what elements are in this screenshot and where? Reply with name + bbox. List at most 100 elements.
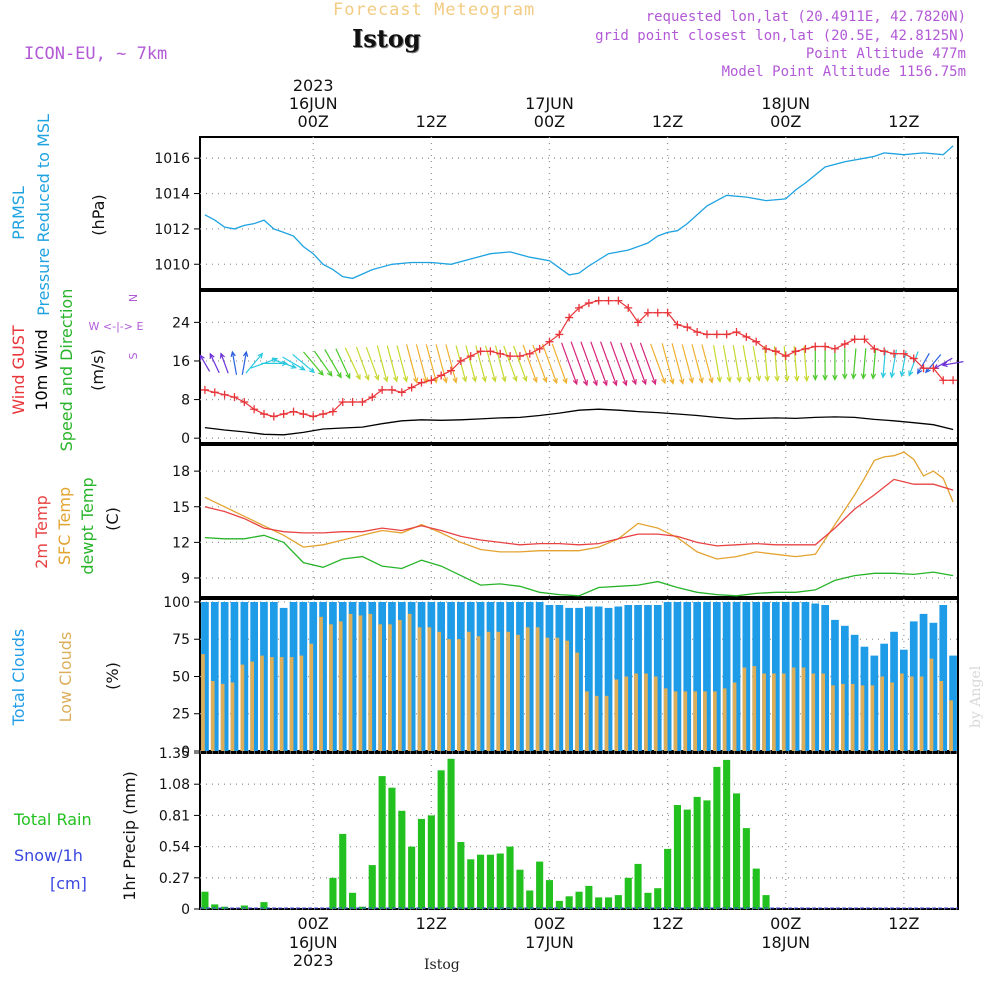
wind-direction-arrow	[862, 348, 867, 379]
wind-arrow-head	[522, 375, 528, 383]
total-cloud-bar	[240, 602, 249, 751]
wind-direction-arrow	[199, 354, 211, 372]
pressure-label-msl: Pressure Reduced to MSL	[34, 114, 53, 316]
rain-bar	[457, 842, 465, 909]
temp-label-2m: 2m Temp	[32, 495, 51, 569]
rain-bar	[496, 853, 504, 909]
wind-arrow-head	[641, 378, 647, 386]
total-cloud-bar	[210, 602, 219, 751]
gust-marker	[447, 366, 456, 375]
rain-bar	[624, 877, 632, 909]
total-cloud-bar	[358, 602, 367, 751]
y-tick-label-clouds: 0	[181, 744, 190, 760]
low-cloud-bar	[329, 624, 333, 751]
wind-arrow-head	[651, 378, 657, 386]
total-cloud-bar	[821, 605, 829, 751]
wind-direction-arrow	[292, 353, 315, 373]
bottom-date-label: 18JUN	[761, 933, 810, 952]
low-cloud-bar	[457, 639, 461, 751]
wind-arrow-head	[860, 373, 867, 380]
wind-direction-arrow	[639, 342, 656, 385]
wind-direction-arrow	[713, 345, 721, 382]
wind-arrow-head	[281, 360, 288, 367]
total-cloud-bar	[368, 602, 377, 751]
low-cloud-bar	[565, 640, 569, 751]
wind-arrow-head	[851, 373, 857, 380]
gust-marker	[545, 337, 554, 346]
total-cloud-bar	[742, 602, 751, 751]
gust-marker	[811, 342, 820, 351]
point-altitude: Point Altitude 477m	[805, 46, 966, 62]
rain-bar	[486, 854, 494, 909]
total-cloud-bar	[722, 602, 731, 751]
gust-marker	[624, 303, 633, 312]
top-time-label: 12Z	[888, 112, 919, 131]
low-cloud-bar	[240, 664, 245, 751]
wind-direction-arrow	[271, 358, 296, 369]
low-cloud-bar	[742, 667, 747, 751]
total-cloud-bar	[614, 606, 623, 751]
gust-marker	[939, 376, 948, 385]
location-name: Istog	[352, 24, 421, 53]
rain-bar	[664, 848, 672, 909]
temp-label-dewpt: dewpt Temp	[78, 477, 97, 574]
gust-marker	[397, 388, 406, 397]
wind-arrow-head	[345, 373, 351, 380]
low-cloud-bar	[841, 683, 845, 751]
rain-bar	[644, 892, 652, 909]
gust-marker	[614, 296, 623, 305]
low-cloud-bar	[772, 673, 776, 751]
rain-bar	[703, 800, 711, 909]
meteogram-title: Forecast Meteogram	[333, 0, 536, 20]
wind-direction-arrow	[917, 353, 930, 374]
gust-marker	[919, 364, 928, 373]
total-cloud-bar	[909, 621, 918, 751]
total-cloud-bar	[250, 602, 258, 751]
rain-bar	[368, 865, 376, 909]
total-cloud-bar	[703, 602, 711, 751]
low-cloud-bar	[880, 676, 884, 751]
low-cloud-bar	[210, 681, 215, 751]
wind-arrow-head	[442, 377, 448, 384]
wind-direction-arrow	[561, 342, 578, 385]
low-cloud-bar	[299, 655, 304, 751]
gust-marker	[240, 397, 249, 406]
rain-bar	[752, 868, 760, 909]
rain-bar	[614, 895, 622, 909]
total-cloud-bar	[329, 602, 337, 751]
y-tick-label-temperature: 18	[172, 464, 190, 480]
wind-label-10m: 10m Wind	[32, 329, 51, 410]
wind-direction-arrow	[763, 346, 769, 381]
gust-marker	[771, 347, 780, 356]
wind-arrow-head	[413, 377, 419, 384]
temp-label-sfc: SFC Temp	[55, 487, 74, 565]
wind-arrow-head	[688, 377, 694, 384]
low-cloud-bar	[279, 657, 284, 751]
direction-legend: W <-|-> E	[89, 320, 144, 333]
gust-marker	[663, 308, 672, 317]
low-cloud-bar	[585, 691, 589, 751]
low-cloud-bar	[358, 615, 363, 751]
y-tick-label-wind: 24	[172, 315, 190, 331]
bottom-time-label: 00Z	[770, 914, 801, 933]
total-cloud-bar	[772, 602, 780, 751]
low-cloud-bar	[309, 643, 314, 751]
total-cloud-bar	[535, 602, 544, 751]
wind-arrow-head	[209, 352, 215, 359]
gust-marker	[269, 412, 278, 421]
wind-direction-arrow	[732, 345, 741, 382]
low-cloud-bar	[417, 627, 422, 751]
wind-direction-arrow	[220, 353, 229, 374]
wind-direction-arrow	[365, 346, 379, 380]
low-cloud-bar	[270, 657, 274, 751]
wind-direction-arrow	[609, 341, 627, 386]
gust-marker	[594, 296, 603, 305]
wind-arrow-head	[592, 380, 598, 387]
low-cloud-bar	[781, 673, 786, 751]
low-cloud-bar	[644, 673, 648, 751]
precip-label-unit-cm: [cm]	[50, 874, 87, 893]
rain-bar	[693, 796, 701, 909]
wind-direction-arrow	[522, 344, 538, 383]
wind-direction-arrow	[661, 343, 674, 384]
low-cloud-bar	[319, 616, 323, 751]
